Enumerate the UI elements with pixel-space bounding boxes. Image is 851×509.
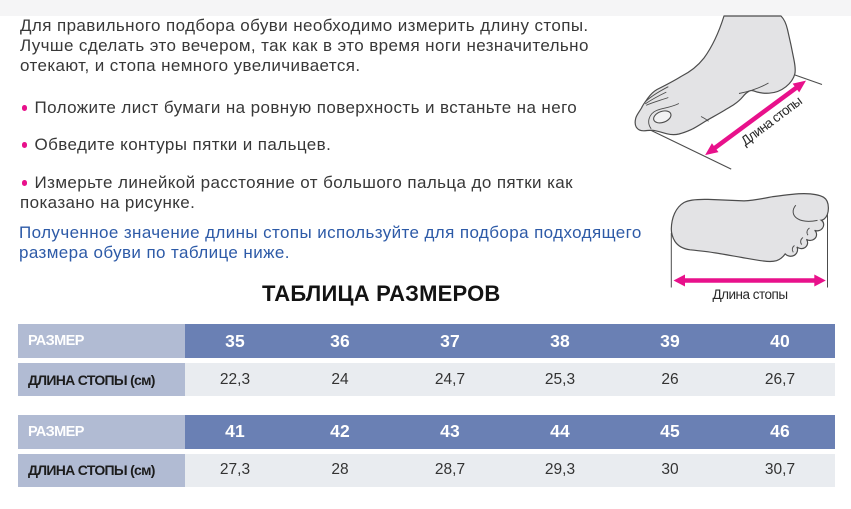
svg-text:Длина стопы: Длина стопы [712, 287, 787, 302]
